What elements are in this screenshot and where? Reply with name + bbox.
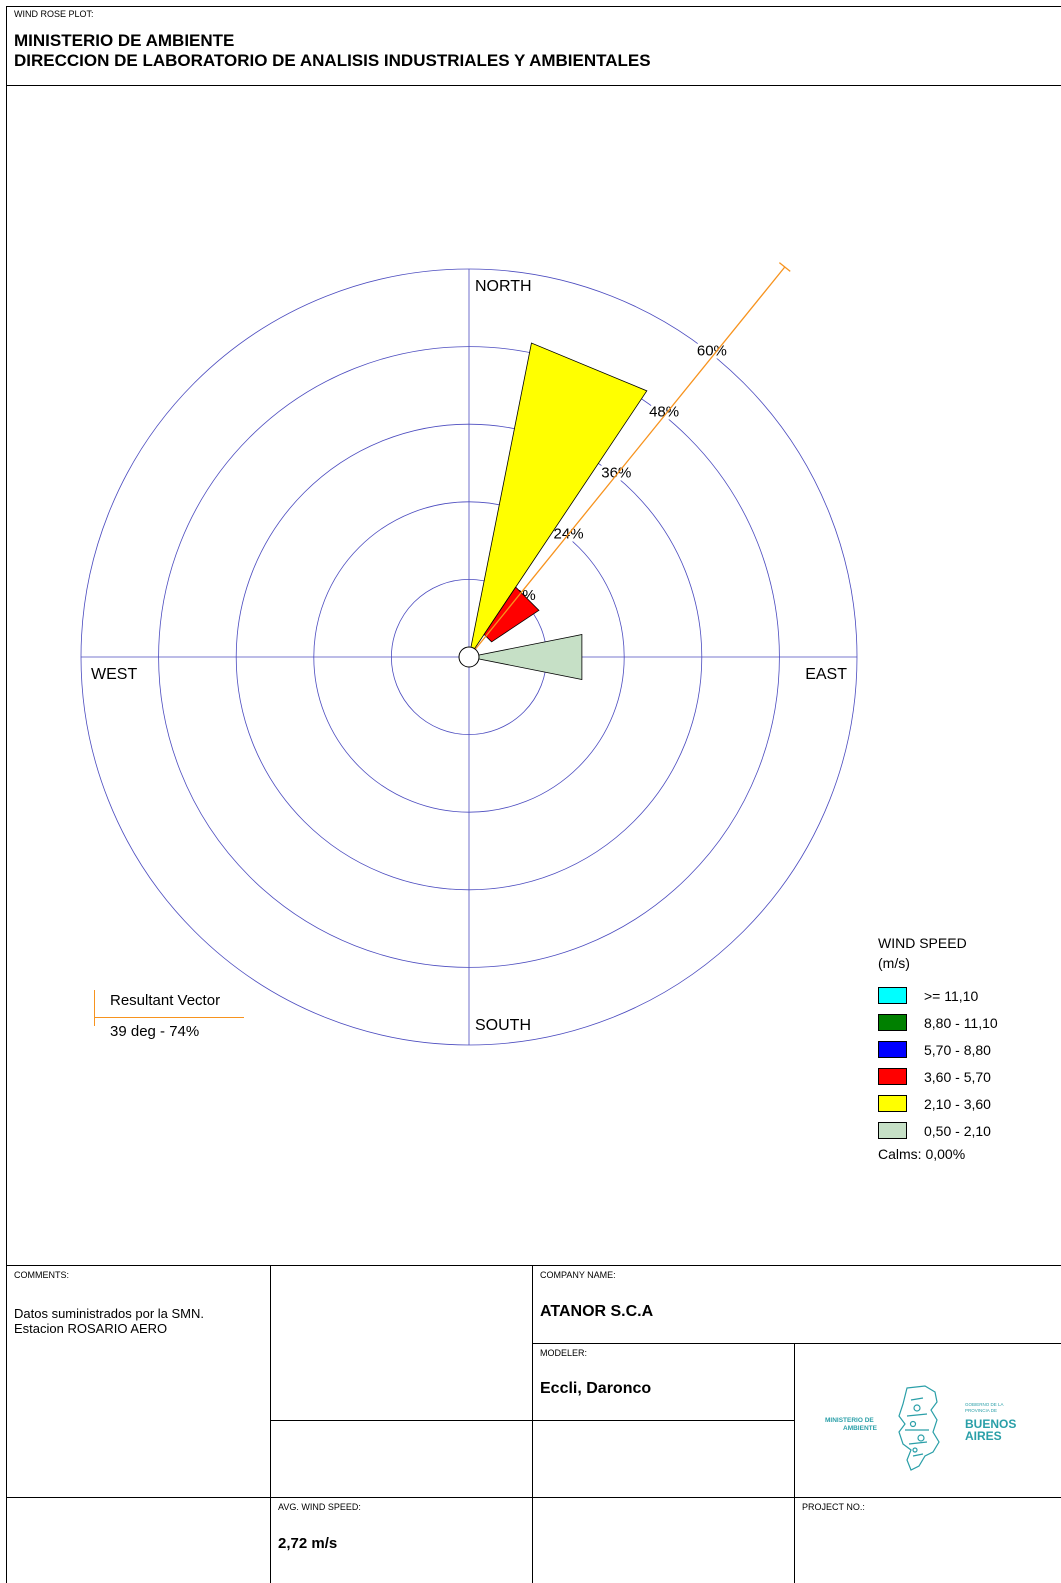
legend-item: 8,80 - 11,10 [878, 1009, 998, 1036]
center-calm-circle [458, 646, 480, 668]
logo-right-small-2: PROVINCIA DE [965, 1408, 997, 1413]
table-hline-2 [270, 1420, 794, 1421]
legend-label: 5,70 - 8,80 [924, 1041, 991, 1058]
resultant-vector-title: Resultant Vector [110, 992, 221, 1009]
plot-type-label: WIND ROSE PLOT: [14, 9, 94, 19]
resultant-vector-cap [778, 262, 791, 272]
petal-22.5-seg-0 [468, 342, 648, 658]
project-no-label: PROJECT NO.: [802, 1502, 865, 1512]
legend-item: 3,60 - 5,70 [878, 1063, 998, 1090]
direction-label-north: NORTH [475, 278, 532, 295]
legend-label: 2,10 - 3,60 [924, 1095, 991, 1112]
legend-title: WIND SPEED [878, 935, 967, 951]
company-label: COMPANY NAME: [540, 1270, 616, 1280]
page-title: MINISTERIO DE AMBIENTE DIRECCION DE LABO… [14, 31, 651, 71]
table-top-line [6, 1265, 1061, 1266]
ring-label-48: 48% [649, 403, 679, 420]
legend-item: 0,50 - 2,10 [878, 1117, 998, 1144]
table-vline-1 [270, 1265, 271, 1583]
legend-swatch [878, 1014, 907, 1031]
comments-line-1: Datos suministrados por la SMN. [14, 1306, 205, 1321]
petal-45-seg-0 [483, 586, 540, 643]
resultant-vector-value: 39 deg - 74% [110, 1023, 200, 1040]
avg-wind-speed-label: AVG. WIND SPEED: [278, 1502, 361, 1512]
modeler-label: MODELER: [540, 1348, 588, 1358]
title-line-2: DIRECCION DE LABORATORIO DE ANALISIS IND… [14, 51, 651, 70]
modeler-value: Eccli, Daronco [540, 1380, 652, 1397]
resultant-vector-marker [94, 990, 95, 1026]
table-hline-3 [6, 1497, 1061, 1498]
legend-unit: (m/s) [878, 955, 910, 971]
logo-left-text-2: AMBIENTE [843, 1425, 878, 1432]
page-frame [6, 6, 1061, 1583]
header-divider [6, 85, 1061, 86]
legend-label: 8,80 - 11,10 [924, 1014, 998, 1031]
legend-item: >= 11,10 [878, 982, 998, 1009]
ring-label-36: 36% [601, 465, 631, 482]
direction-label-east: EAST [805, 666, 847, 683]
company-value: ATANOR S.C.A [540, 1303, 654, 1320]
legend-item: 2,10 - 3,60 [878, 1090, 998, 1117]
logo-right-big-2: AIRES [965, 1429, 1002, 1443]
resultant-vector-line [468, 266, 786, 658]
wind-speed-legend: WIND SPEED (m/s) >= 11,10 8,80 - 11,10 5,7… [878, 933, 998, 1162]
legend-label: >= 11,10 [924, 987, 979, 1004]
legend-swatch [878, 987, 907, 1004]
comments-text: Datos suministrados por la SMN. Estacion… [14, 1306, 204, 1336]
legend-swatch [878, 1068, 907, 1085]
ministerio-ambiente-logo: MINISTERIO DE AMBIENTE GOBIERNO DE LA PR… [825, 1385, 1016, 1471]
logo-right-big-1: BUENOS [965, 1417, 1016, 1431]
direction-label-west: WEST [91, 666, 137, 683]
table-vline-2 [532, 1265, 533, 1583]
petal-90-seg-0 [468, 634, 583, 680]
legend-item: 5,70 - 8,80 [878, 1036, 998, 1063]
direction-label-south: SOUTH [475, 1017, 531, 1034]
table-hline-1 [532, 1343, 1061, 1344]
legend-calms: Calms: 0,00% [878, 1146, 966, 1162]
title-line-1: MINISTERIO DE AMBIENTE [14, 31, 235, 50]
legend-label: 0,50 - 2,10 [924, 1122, 991, 1139]
logo-right-small-1: GOBIERNO DE LA [965, 1402, 1004, 1407]
table-vline-3 [794, 1343, 795, 1583]
legend-swatch [878, 1041, 907, 1058]
comments-line-2: Estacion ROSARIO AERO [14, 1321, 168, 1336]
legend-label: 3,60 - 5,70 [924, 1068, 991, 1085]
province-map-icon [898, 1385, 940, 1471]
legend-swatch [878, 1095, 907, 1112]
legend-swatch [878, 1122, 907, 1139]
logo-left-text-1: MINISTERIO DE [825, 1417, 874, 1424]
avg-wind-speed-value: 2,72 m/s [278, 1535, 338, 1552]
resultant-vector-underline [94, 1017, 244, 1018]
comments-label: COMMENTS: [14, 1270, 69, 1280]
